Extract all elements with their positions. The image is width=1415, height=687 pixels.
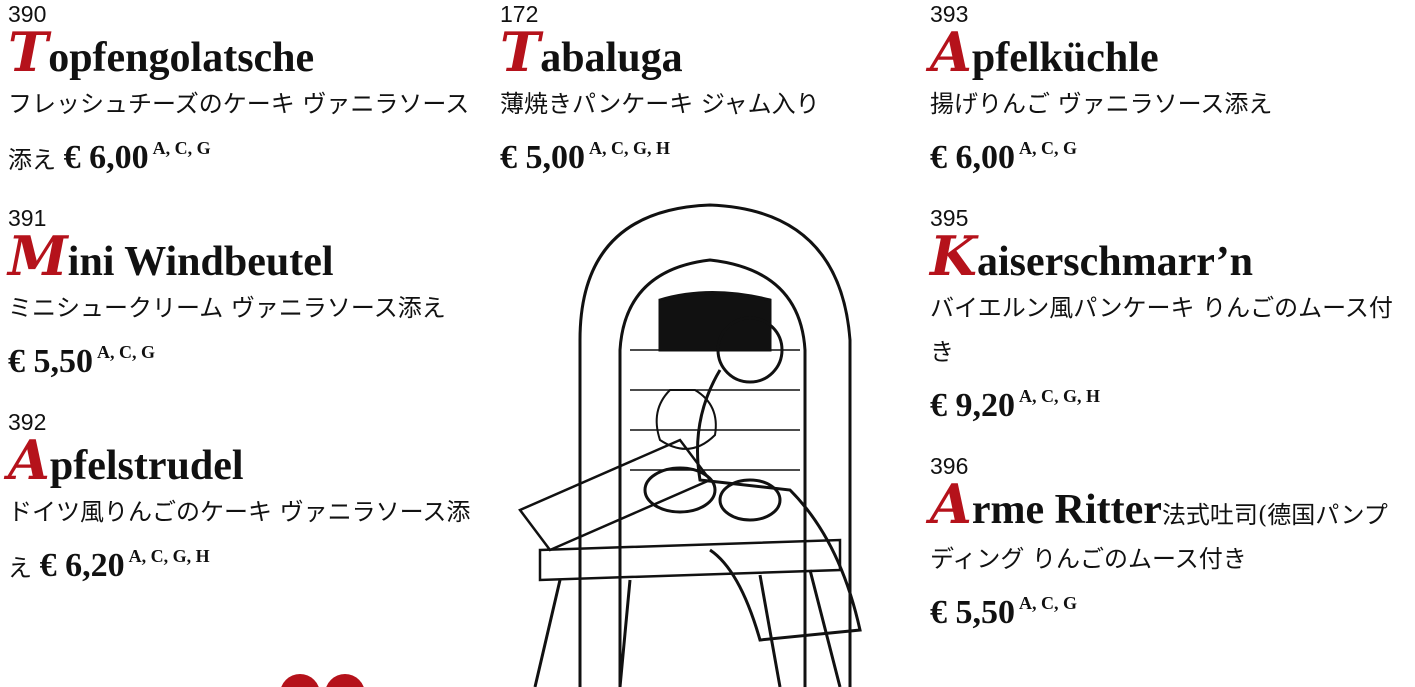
menu-item: 391 Mini Windbeutel ミニシュークリーム ヴァニラソース添え € …: [8, 204, 488, 386]
item-initial: A: [930, 472, 972, 536]
item-price: € 6,00: [63, 139, 149, 176]
item-description: 揚げりんご ヴァニラソース添え: [930, 90, 1273, 118]
item-body: 揚げりんご ヴァニラソース添え € 6,00 A, C, G: [930, 82, 1410, 182]
item-name: Apfelstrudel: [8, 433, 244, 489]
item-name-rest: ini Windbeutel: [67, 239, 334, 285]
item-price: € 5,50: [930, 594, 1015, 631]
item-name: Tabaluga: [500, 25, 683, 81]
item-name: Topfengolatsche: [8, 25, 315, 81]
item-name: Apfelküchle: [930, 25, 1159, 81]
column: 172 Tabaluga 薄焼きパンケーキ ジャム入り € 5,00 A, C, G,…: [500, 0, 910, 204]
item-title-row: Kaiserschmarr’n: [930, 229, 1410, 286]
item-body: フレッシュチーズのケーキ ヴァニラソース添え € 6,00 A, C, G: [8, 82, 488, 182]
item-title-row: Tabaluga: [500, 25, 910, 82]
item-name: Mini Windbeutel: [8, 229, 334, 285]
item-price: € 6,00: [930, 139, 1015, 176]
item-number: 390: [8, 1, 47, 27]
item-number: 393: [930, 1, 969, 27]
item-name: Arme Ritter: [930, 477, 1162, 533]
item-body: バイエルン風パンケーキ りんごのムース付き € 9,20 A, C, G, H: [930, 286, 1410, 430]
item-description: ドイツ風りんごのケーキ ヴァニラソース添え: [8, 498, 471, 582]
item-price: € 9,20: [930, 387, 1015, 424]
item-price: € 5,00: [500, 139, 585, 176]
item-title-row: Mini Windbeutel: [8, 229, 488, 286]
item-description: バイエルン風パンケーキ りんごのムース付き: [930, 294, 1393, 366]
item-title-row: Apfelstrudel: [8, 433, 488, 490]
item-name: Kaiserschmarr’n: [930, 229, 1253, 285]
item-price: € 5,50: [8, 343, 93, 380]
item-title-row: Topfengolatsche: [8, 25, 488, 82]
item-price: € 6,20: [39, 547, 125, 584]
item-description: フレッシュチーズのケーキ ヴァニラソース添え: [8, 90, 470, 174]
column: 390 Topfengolatsche フレッシュチーズのケーキ ヴァニラソース添え…: [8, 0, 488, 612]
item-initial: T: [500, 20, 541, 84]
item-allergens: A, C, G: [1019, 593, 1077, 613]
item-number: 395: [930, 205, 969, 231]
item-allergens: A, C, G, H: [1019, 386, 1100, 406]
item-allergens: A, C, G: [97, 342, 155, 362]
menu-item: 392 Apfelstrudel ドイツ風りんごのケーキ ヴァニラソース添え € 6…: [8, 408, 488, 590]
item-name-rest: abaluga: [540, 35, 683, 81]
item-body: Arme Ritter法式吐司(德国パンプディング りんごのムース付き € 5,5…: [930, 477, 1410, 637]
menu-item: 396 Arme Ritter法式吐司(德国パンプディング りんごのムース付き € …: [930, 452, 1410, 637]
menu-item: 390 Topfengolatsche フレッシュチーズのケーキ ヴァニラソース添え…: [8, 0, 488, 182]
item-body: 薄焼きパンケーキ ジャム入り € 5,00 A, C, G, H: [500, 82, 910, 182]
item-name-rest: pfelküchle: [971, 35, 1159, 81]
item-allergens: A, C, G: [152, 138, 211, 158]
item-initial: A: [8, 428, 50, 492]
item-initial: A: [930, 20, 972, 84]
item-description: 法式吐司(德国パンプディング りんごのムース付き: [930, 501, 1388, 573]
item-name-rest: opfengolatsche: [48, 35, 315, 81]
item-allergens: A, C, G: [1019, 138, 1077, 158]
item-name-rest: pfelstrudel: [49, 443, 244, 489]
item-description: ミニシュークリーム ヴァニラソース添え: [8, 294, 446, 322]
item-body: ドイツ風りんごのケーキ ヴァニラソース添え € 6,20 A, C, G, H: [8, 490, 488, 590]
item-initial: T: [8, 20, 49, 84]
item-title-row: Apfelküchle: [930, 25, 1410, 82]
item-name-rest: aiserschmarr’n: [976, 239, 1253, 285]
item-allergens: A, C, G, H: [589, 138, 670, 158]
item-number: 396: [930, 453, 969, 479]
decoration: [281, 674, 364, 687]
item-body: ミニシュークリーム ヴァニラソース添え € 5,50 A, C, G: [8, 286, 488, 386]
menu-item: 395 Kaiserschmarr’n バイエルン風パンケーキ りんごのムース付き …: [930, 204, 1410, 430]
item-number: 391: [8, 205, 47, 231]
column: 393 Apfelküchle 揚げりんご ヴァニラソース添え € 6,00 A, …: [930, 0, 1410, 659]
item-name-rest: rme Ritter: [971, 487, 1162, 533]
item-initial: M: [8, 224, 68, 288]
menu-item: 172 Tabaluga 薄焼きパンケーキ ジャム入り € 5,00 A, C, G,…: [500, 0, 910, 182]
item-initial: K: [930, 224, 977, 288]
item-number: 392: [8, 409, 47, 435]
menu-item: 393 Apfelküchle 揚げりんご ヴァニラソース添え € 6,00 A, …: [930, 0, 1410, 182]
item-description: 薄焼きパンケーキ ジャム入り: [500, 90, 820, 118]
baker-illustration: [518, 203, 862, 687]
item-number: 172: [500, 1, 539, 27]
item-allergens: A, C, G, H: [128, 546, 210, 566]
